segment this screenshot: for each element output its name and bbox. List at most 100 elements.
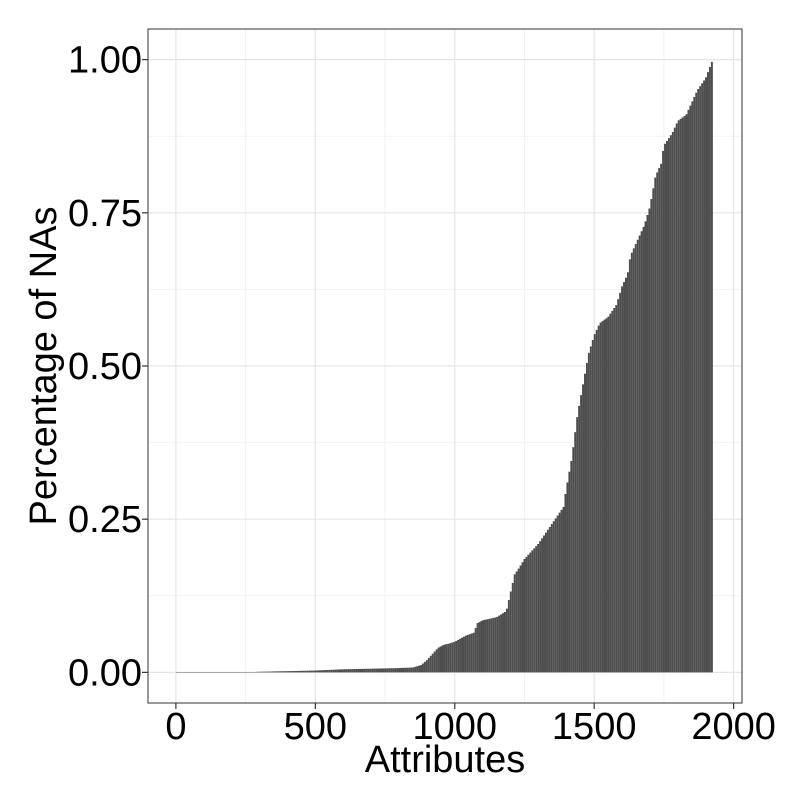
bar	[269, 671, 272, 673]
bar	[613, 308, 616, 673]
bar	[515, 571, 518, 673]
bar	[582, 384, 585, 673]
bar	[673, 127, 676, 673]
bar	[611, 310, 614, 673]
bar	[621, 286, 624, 673]
bar	[662, 150, 665, 673]
bar	[410, 667, 413, 673]
bar	[636, 239, 639, 673]
bar	[578, 405, 581, 673]
bar	[300, 670, 303, 673]
bar	[474, 627, 477, 673]
bar	[472, 632, 475, 673]
bar	[562, 506, 565, 673]
bar	[650, 199, 653, 673]
bar	[459, 638, 462, 673]
bar	[603, 319, 606, 673]
bar	[310, 670, 313, 673]
bar	[632, 248, 635, 673]
bar	[560, 509, 563, 673]
bar	[634, 244, 637, 673]
bar	[572, 447, 575, 673]
bar	[675, 123, 678, 673]
bar	[597, 325, 600, 673]
bar	[427, 657, 430, 673]
bar	[496, 616, 499, 673]
bar	[340, 669, 342, 673]
bar	[679, 118, 682, 673]
bar	[322, 670, 325, 673]
bar	[462, 636, 465, 673]
bar	[689, 105, 692, 673]
bar	[312, 670, 315, 673]
bar	[587, 352, 590, 673]
bar	[302, 670, 305, 673]
bar	[609, 313, 612, 673]
bar	[509, 591, 512, 673]
bar	[316, 670, 319, 673]
bar	[457, 639, 460, 673]
bar	[681, 117, 684, 673]
y-axis: 0.00 0.25 0.50 0.75 1.00	[68, 40, 148, 694]
bar	[527, 554, 530, 673]
bar	[687, 109, 690, 673]
y-tick-label: 0.00	[68, 652, 142, 694]
bar	[664, 143, 666, 673]
bar	[658, 168, 661, 673]
bar	[564, 494, 567, 673]
bar	[490, 618, 493, 673]
bar	[482, 620, 485, 673]
bar	[351, 669, 354, 673]
bar	[554, 518, 557, 673]
bar	[492, 617, 495, 673]
bar	[390, 668, 393, 673]
bar	[570, 460, 573, 673]
bar	[685, 114, 688, 673]
x-tick-label: 0	[165, 706, 186, 748]
bar	[283, 671, 286, 673]
bar	[529, 552, 532, 673]
bar	[328, 669, 331, 673]
bar	[656, 172, 659, 673]
bar	[619, 292, 622, 673]
bar	[324, 670, 327, 673]
bar	[423, 661, 426, 673]
bar	[601, 321, 604, 673]
bar	[449, 643, 452, 673]
bar	[361, 668, 364, 673]
bar	[429, 655, 432, 673]
bar	[574, 432, 577, 673]
bar	[418, 665, 421, 673]
bar	[392, 668, 395, 673]
bar	[697, 89, 700, 673]
bar	[332, 669, 335, 673]
bar	[293, 670, 296, 673]
bar	[357, 668, 360, 673]
bar	[439, 646, 442, 673]
bar	[617, 299, 620, 673]
bar	[683, 116, 686, 673]
bar	[652, 188, 655, 673]
x-tick-label: 1000	[412, 706, 497, 748]
bar	[543, 535, 545, 673]
bar	[455, 640, 458, 673]
bar	[623, 282, 626, 673]
bar	[359, 668, 362, 673]
bar	[445, 644, 448, 673]
bar	[334, 669, 337, 673]
bar	[263, 671, 266, 673]
bar	[539, 541, 542, 673]
bar	[666, 140, 668, 673]
bar	[654, 177, 657, 673]
bar	[531, 550, 534, 673]
bar	[320, 670, 323, 673]
x-tick-label: 500	[284, 706, 347, 748]
bar	[297, 670, 300, 673]
bar	[589, 346, 592, 673]
bar	[468, 634, 471, 673]
bar	[369, 668, 372, 673]
bar	[464, 635, 467, 673]
bar	[644, 221, 647, 673]
bar	[365, 668, 368, 673]
bar	[707, 72, 709, 673]
